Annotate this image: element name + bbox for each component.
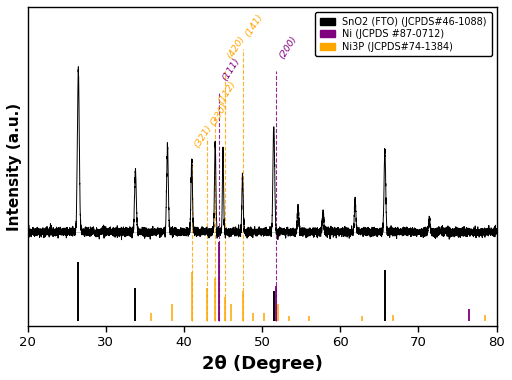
Legend: SnO2 (FTO) (JCPDS#46-1088), Ni (JCPDS #87-0712), Ni3P (JCPDS#74-1384): SnO2 (FTO) (JCPDS#46-1088), Ni (JCPDS #8…	[315, 12, 492, 56]
Text: (330): (330)	[208, 101, 230, 127]
Text: (141): (141)	[244, 12, 265, 38]
Text: (112): (112)	[217, 79, 238, 105]
X-axis label: 2θ (Degree): 2θ (Degree)	[202, 355, 323, 373]
Text: (200): (200)	[278, 34, 298, 60]
Text: (420): (420)	[226, 34, 247, 60]
Y-axis label: Intensity (a.u.): Intensity (a.u.)	[7, 103, 22, 231]
Text: (321): (321)	[193, 123, 214, 149]
Text: (111): (111)	[220, 56, 241, 83]
